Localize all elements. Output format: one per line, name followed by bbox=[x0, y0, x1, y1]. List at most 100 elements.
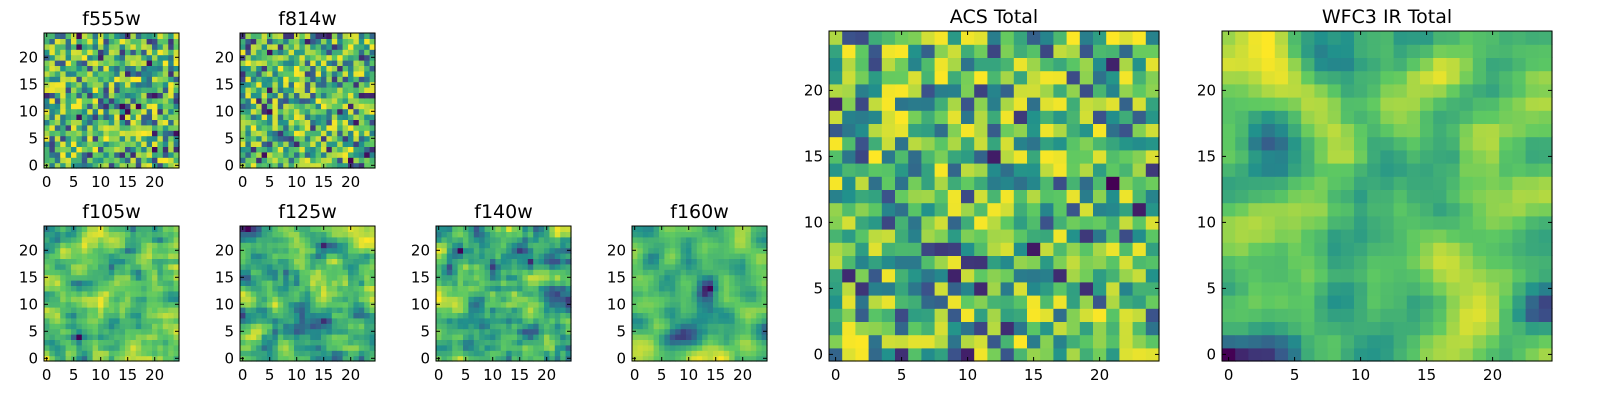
heatmap-cell bbox=[326, 258, 333, 265]
heatmap-cell bbox=[1538, 163, 1553, 177]
heatmap-cell bbox=[173, 114, 180, 120]
heatmap-cell bbox=[310, 253, 317, 259]
heatmap-cell bbox=[168, 301, 175, 308]
heatmap-cell bbox=[544, 263, 550, 270]
heatmap-cell bbox=[468, 269, 475, 276]
heatmap-cell bbox=[114, 130, 121, 137]
heatmap-cell bbox=[921, 215, 936, 230]
heatmap-cell bbox=[369, 263, 376, 270]
heatmap-cell bbox=[686, 247, 692, 254]
panel-title: f125w bbox=[278, 201, 337, 223]
heatmap-cell bbox=[664, 285, 671, 292]
heatmap-cell bbox=[680, 236, 687, 243]
heatmap-cell bbox=[283, 108, 290, 115]
heatmap-cell bbox=[686, 301, 692, 308]
heatmap-cell bbox=[358, 108, 365, 115]
heatmap-cell bbox=[353, 280, 360, 286]
heatmap-cell bbox=[272, 49, 279, 56]
heatmap-cell bbox=[1027, 31, 1041, 45]
heatmap-cell bbox=[173, 296, 180, 303]
heatmap-cell bbox=[479, 328, 486, 335]
heatmap-cell bbox=[1393, 176, 1408, 190]
heatmap-cell bbox=[250, 280, 257, 286]
heatmap-cell bbox=[114, 54, 121, 61]
heatmap-cell bbox=[1525, 176, 1540, 190]
heatmap-cell bbox=[358, 285, 365, 292]
heatmap-cell bbox=[1512, 202, 1527, 217]
heatmap-cell bbox=[691, 312, 698, 319]
heatmap-cell bbox=[92, 92, 99, 99]
heatmap-cell bbox=[538, 312, 545, 319]
heatmap-cell bbox=[565, 263, 572, 270]
heatmap-cell bbox=[653, 274, 660, 281]
heatmap-cell bbox=[686, 334, 692, 340]
heatmap-cell bbox=[855, 176, 870, 190]
heatmap-cell bbox=[446, 350, 453, 357]
heatmap-cell bbox=[44, 312, 50, 319]
heatmap-cell bbox=[315, 114, 322, 120]
heatmap-cell bbox=[331, 307, 338, 313]
heatmap-cell bbox=[517, 242, 523, 249]
heatmap-cell bbox=[653, 334, 660, 340]
heatmap-cell bbox=[60, 323, 67, 330]
x-tick-label: 20 bbox=[733, 366, 752, 384]
heatmap-cell bbox=[173, 97, 180, 104]
heatmap-cell bbox=[1027, 176, 1041, 190]
heatmap-cell bbox=[1288, 149, 1302, 164]
heatmap-cell bbox=[358, 114, 365, 120]
heatmap-cell bbox=[315, 97, 322, 104]
heatmap-cell bbox=[283, 146, 290, 153]
heatmap-cell bbox=[135, 38, 142, 45]
heatmap-cell bbox=[130, 87, 137, 93]
heatmap-cell bbox=[261, 269, 268, 276]
heatmap-cell bbox=[1079, 163, 1094, 177]
heatmap-cell bbox=[283, 130, 290, 137]
heatmap-cell bbox=[157, 236, 164, 243]
heatmap-cell bbox=[245, 350, 252, 357]
heatmap-cell bbox=[98, 135, 104, 142]
heatmap-cell bbox=[1499, 229, 1513, 243]
heatmap-cell bbox=[1459, 163, 1474, 177]
heatmap-cell bbox=[761, 253, 768, 259]
heatmap-cell bbox=[723, 269, 730, 276]
heatmap-cell bbox=[1132, 110, 1147, 124]
heatmap-cell bbox=[114, 247, 121, 254]
heatmap-cell bbox=[71, 334, 77, 340]
heatmap-cell bbox=[304, 87, 311, 93]
heatmap-cell bbox=[761, 339, 768, 346]
heatmap-cell bbox=[54, 263, 61, 270]
heatmap-cell bbox=[135, 151, 142, 158]
heatmap-cell bbox=[256, 280, 263, 286]
heatmap-cell bbox=[740, 269, 746, 276]
heatmap-cell bbox=[511, 242, 518, 249]
heatmap-cell bbox=[294, 38, 300, 45]
heatmap-cell bbox=[65, 124, 72, 131]
heatmap-cell bbox=[76, 285, 83, 292]
heatmap-cell bbox=[173, 49, 180, 56]
heatmap-cell bbox=[723, 263, 730, 270]
heatmap-cell bbox=[669, 344, 676, 351]
heatmap-cell bbox=[554, 312, 561, 319]
heatmap-cell bbox=[680, 231, 687, 238]
heatmap-cell bbox=[484, 226, 491, 232]
heatmap-cell bbox=[511, 328, 518, 335]
heatmap-cell bbox=[961, 163, 975, 177]
heatmap-cell bbox=[288, 323, 295, 330]
heatmap-cell bbox=[245, 81, 252, 88]
heatmap-cell bbox=[261, 81, 268, 88]
heatmap-cell bbox=[60, 350, 67, 357]
heatmap-cell bbox=[71, 312, 77, 319]
heatmap-cell bbox=[98, 76, 104, 83]
heatmap-cell bbox=[691, 247, 698, 254]
heatmap-cell bbox=[745, 280, 752, 286]
heatmap-cell bbox=[272, 285, 279, 292]
heatmap-cell bbox=[146, 97, 153, 104]
heatmap-cell bbox=[974, 163, 988, 177]
heatmap-cell bbox=[495, 350, 502, 357]
heatmap-cell bbox=[162, 226, 169, 232]
heatmap-cell bbox=[331, 247, 338, 254]
heatmap-cell bbox=[135, 54, 142, 61]
heatmap-cell bbox=[54, 114, 61, 120]
heatmap-cell bbox=[544, 350, 550, 357]
heatmap-cell bbox=[240, 312, 246, 319]
